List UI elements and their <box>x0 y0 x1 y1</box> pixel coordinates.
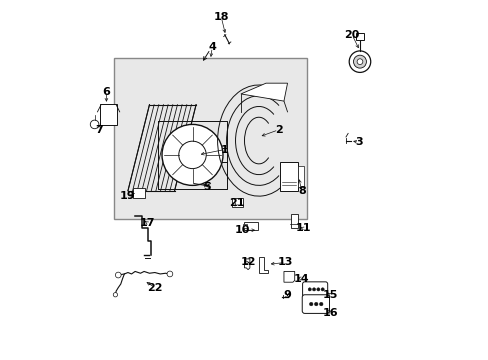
Text: 1: 1 <box>221 144 228 154</box>
Text: 15: 15 <box>322 290 338 300</box>
Circle shape <box>115 272 121 278</box>
Text: 11: 11 <box>295 224 311 233</box>
FancyBboxPatch shape <box>100 104 117 125</box>
FancyBboxPatch shape <box>302 295 329 314</box>
Text: 21: 21 <box>229 198 244 208</box>
Circle shape <box>162 125 223 185</box>
Bar <box>280 162 298 191</box>
Text: 20: 20 <box>344 30 359 40</box>
Circle shape <box>356 59 362 64</box>
Text: 19: 19 <box>120 191 136 201</box>
Text: 8: 8 <box>297 186 305 196</box>
Text: 16: 16 <box>322 308 338 318</box>
Bar <box>290 214 297 228</box>
Circle shape <box>353 55 366 68</box>
Circle shape <box>90 120 99 129</box>
Text: 18: 18 <box>213 12 228 22</box>
Bar <box>244 222 258 230</box>
FancyBboxPatch shape <box>302 282 327 297</box>
Circle shape <box>307 288 311 291</box>
Text: 7: 7 <box>95 125 103 135</box>
Text: 13: 13 <box>278 257 293 267</box>
Text: 3: 3 <box>355 138 362 147</box>
Polygon shape <box>244 259 249 270</box>
Bar <box>242 224 246 228</box>
Text: 4: 4 <box>208 42 216 52</box>
Circle shape <box>319 302 323 306</box>
Text: 9: 9 <box>283 290 291 300</box>
Polygon shape <box>258 257 267 273</box>
Text: 22: 22 <box>147 283 163 293</box>
Bar <box>133 188 144 198</box>
Polygon shape <box>284 271 294 282</box>
Text: 2: 2 <box>274 125 282 135</box>
Text: 5: 5 <box>203 182 210 192</box>
Bar <box>231 198 242 207</box>
Text: 17: 17 <box>140 218 155 228</box>
Text: 14: 14 <box>293 274 309 284</box>
Bar <box>113 58 306 220</box>
Text: 12: 12 <box>240 257 255 267</box>
Circle shape <box>113 293 117 297</box>
Bar <box>298 166 303 187</box>
Text: 6: 6 <box>102 87 110 97</box>
Circle shape <box>316 288 319 291</box>
Circle shape <box>167 271 172 277</box>
Circle shape <box>309 302 312 306</box>
Bar <box>355 33 364 40</box>
Circle shape <box>312 288 315 291</box>
Circle shape <box>348 51 370 72</box>
Text: 10: 10 <box>235 225 250 235</box>
Circle shape <box>321 288 324 291</box>
Circle shape <box>314 302 317 306</box>
Polygon shape <box>241 83 287 101</box>
Circle shape <box>179 141 206 168</box>
